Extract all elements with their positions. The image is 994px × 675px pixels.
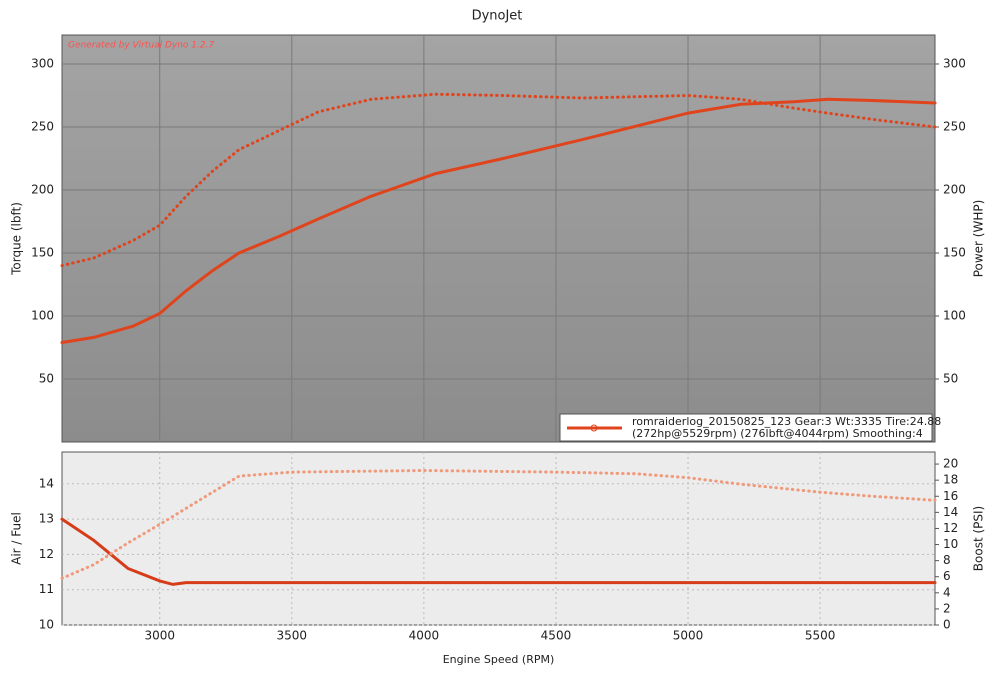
x-tick-label: 5000 [673, 629, 704, 643]
y-axis-label: Torque (lbft) [10, 202, 24, 276]
series-line [60, 92, 937, 268]
x-tick-label: 4000 [409, 629, 440, 643]
y2-axis-label: Power (WHP) [972, 200, 986, 278]
legend-text: (272hp@5529rpm) (276lbft@4044rpm) Smooth… [632, 427, 923, 440]
x-tick-label: 5500 [805, 629, 836, 643]
x-tick-label: 3000 [144, 629, 175, 643]
y2-tick-label: 14 [943, 505, 958, 519]
y2-tick-label: 50 [943, 371, 958, 385]
y2-tick-label: 300 [943, 56, 966, 70]
y2-tick-label: 100 [943, 308, 966, 322]
y-tick-label: 250 [31, 119, 54, 133]
y-tick-label: 10 [39, 618, 54, 632]
y2-tick-label: 18 [943, 473, 958, 487]
y-tick-label: 100 [31, 308, 54, 322]
y-tick-label: 14 [39, 476, 54, 490]
y-tick-label: 50 [39, 371, 54, 385]
y-tick-label: 12 [39, 547, 54, 561]
y2-tick-label: 6 [943, 569, 951, 583]
legend-marker [590, 424, 598, 432]
chart-title: DynoJet [472, 9, 523, 24]
y-tick-label: 200 [31, 182, 54, 196]
y2-tick-label: 2 [943, 601, 951, 615]
y-tick-label: 300 [31, 56, 54, 70]
y2-tick-label: 16 [943, 489, 958, 503]
y-tick-label: 150 [31, 245, 54, 259]
x-tick-label: 4500 [541, 629, 572, 643]
layer: 5010015020025030050100150200250300Torque… [10, 35, 986, 666]
y-axis-label: Air / Fuel [10, 512, 24, 565]
series-line [60, 468, 937, 580]
y2-tick-label: 250 [943, 119, 966, 133]
y2-tick-label: 150 [943, 245, 966, 259]
y-tick-label: 11 [39, 582, 54, 596]
y2-tick-label: 10 [943, 537, 958, 551]
y2-tick-label: 20 [943, 457, 958, 471]
annotation: Generated by Virtual Dyno 1.2.7 [68, 41, 214, 51]
plot-area-top [61, 34, 936, 443]
series-line [60, 517, 937, 586]
y2-tick-label: 12 [943, 521, 958, 535]
y2-tick-label: 8 [943, 553, 951, 567]
x-tick-label: 3500 [277, 629, 308, 643]
y2-tick-label: 0 [943, 618, 951, 632]
y2-tick-label: 200 [943, 182, 966, 196]
legend: romraiderlog_20150825_123 Gear:3 Wt:3335… [559, 413, 941, 442]
y-tick-label: 13 [39, 512, 54, 526]
legend-text: romraiderlog_20150825_123 Gear:3 Wt:3335… [632, 415, 941, 428]
y2-axis-label: Boost (PSI) [972, 506, 986, 571]
series-line [60, 97, 937, 344]
plot-area-bottom [61, 451, 936, 626]
y2-tick-label: 4 [943, 585, 951, 599]
x-axis-label: Engine Speed (RPM) [443, 653, 555, 666]
